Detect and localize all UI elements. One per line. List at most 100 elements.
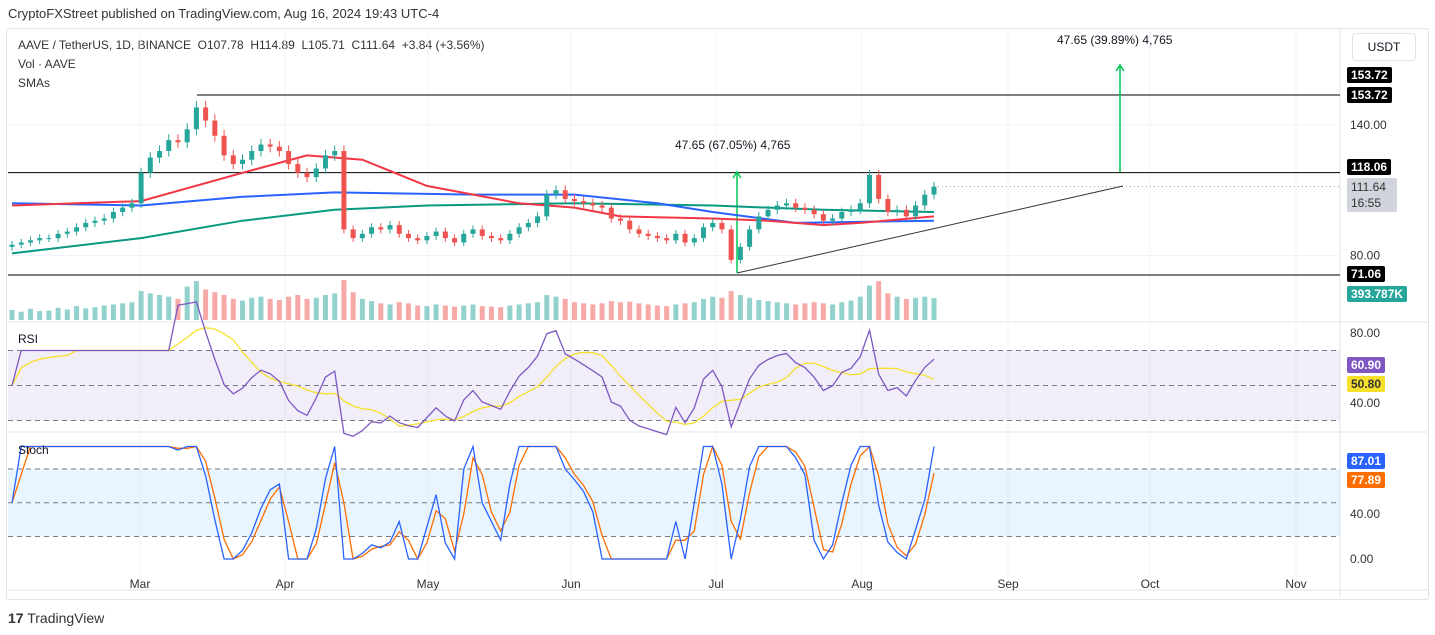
- volume-bar: [894, 296, 900, 320]
- candle: [479, 229, 485, 236]
- candle: [783, 203, 789, 206]
- currency-button[interactable]: USDT: [1352, 33, 1416, 61]
- volume-indicator-label[interactable]: Vol · AAVE: [18, 57, 76, 71]
- candle: [332, 151, 338, 156]
- volume-bar: [793, 304, 799, 320]
- volume-bar: [203, 289, 209, 320]
- brand-name: TradingView: [27, 610, 105, 626]
- arrow-head-icon: [732, 170, 742, 179]
- volume-bar: [516, 304, 522, 320]
- volume-bar: [396, 302, 402, 320]
- volume-bar: [120, 303, 126, 320]
- volume-bar: [820, 303, 826, 320]
- candle: [37, 238, 43, 241]
- volume-bar: [424, 306, 430, 320]
- volume-bar: [682, 303, 688, 320]
- volume-bar: [636, 303, 642, 320]
- volume-bar: [249, 297, 255, 320]
- volume-bar: [74, 306, 80, 320]
- volume-bar: [378, 303, 384, 320]
- last-price: 111.64: [1351, 180, 1386, 194]
- candle: [396, 225, 402, 234]
- candle: [645, 233, 651, 236]
- candle: [120, 207, 126, 213]
- candle: [654, 235, 660, 239]
- candle: [55, 233, 61, 239]
- candle: [719, 222, 725, 230]
- price-label-support: 71.06: [1347, 266, 1386, 282]
- rsi-pane-title[interactable]: RSI: [18, 332, 39, 346]
- candle: [913, 205, 919, 217]
- y-tick: 140.00: [1350, 118, 1387, 132]
- volume-bar: [461, 305, 467, 320]
- candle: [175, 140, 181, 143]
- volume-bar: [618, 302, 624, 320]
- stoch-pane-title[interactable]: Stoch: [18, 443, 49, 457]
- candle: [553, 190, 559, 195]
- volume-bar: [147, 293, 153, 320]
- candle: [83, 222, 89, 228]
- volume-bar: [783, 303, 789, 320]
- sma-indicator-label[interactable]: SMAs: [18, 76, 51, 90]
- candle: [129, 203, 135, 208]
- volume-bar: [581, 303, 587, 320]
- candle: [193, 107, 199, 130]
- volume-bar: [405, 303, 411, 320]
- volume-bar: [175, 298, 181, 320]
- candle: [525, 222, 531, 228]
- volume-bar: [913, 297, 919, 320]
- volume-bar: [27, 308, 33, 320]
- volume-bar: [765, 301, 771, 320]
- volume-bar: [322, 295, 328, 320]
- volume-bar: [433, 304, 439, 320]
- candle: [903, 209, 909, 217]
- volume-bar: [608, 301, 614, 320]
- x-tick-Mar: Mar: [130, 577, 151, 591]
- volume-bar: [92, 307, 98, 320]
- candle: [230, 155, 236, 165]
- volume-bar: [138, 291, 144, 320]
- volume-bar: [507, 305, 513, 320]
- candle: [341, 151, 347, 230]
- candle: [581, 201, 587, 204]
- volume-bar: [747, 297, 753, 320]
- candle: [322, 155, 328, 169]
- candle: [378, 227, 384, 230]
- volume-bar: [774, 302, 780, 320]
- candle: [9, 244, 15, 247]
- volume-bar: [876, 281, 882, 320]
- candle: [857, 203, 863, 210]
- candle: [470, 229, 476, 234]
- bar-countdown: 16:55: [1351, 196, 1382, 210]
- candle: [276, 146, 282, 152]
- volume-bar: [802, 303, 808, 320]
- candle: [138, 172, 144, 204]
- legend: AAVE / TetherUS, 1D, BINANCE O107.78 H11…: [18, 36, 485, 93]
- candle: [46, 238, 52, 240]
- volume-bar: [498, 307, 504, 320]
- tradingview-logo[interactable]: 17 TradingView: [8, 610, 104, 626]
- volume-bar: [110, 304, 116, 320]
- candle: [627, 220, 633, 230]
- volume-bar: [903, 298, 909, 320]
- rsi-tick: 80.00: [1350, 326, 1380, 340]
- candle: [728, 229, 734, 260]
- volume-bar: [645, 304, 651, 320]
- candle: [876, 174, 882, 199]
- rsi-tick: 40.00: [1350, 396, 1380, 410]
- candle: [221, 135, 227, 156]
- candle: [737, 246, 743, 260]
- y-tick: 80.00: [1350, 249, 1380, 263]
- candle: [92, 220, 98, 223]
- symbol-ohlc[interactable]: AAVE / TetherUS, 1D, BINANCE O107.78 H11…: [18, 38, 485, 52]
- publisher-line: CryptoFXStreet published on TradingView.…: [8, 6, 440, 21]
- candle: [369, 227, 375, 234]
- candle: [64, 231, 70, 234]
- volume-bar: [341, 280, 347, 320]
- volume-bar: [839, 302, 845, 320]
- candle: [212, 120, 218, 136]
- x-tick-May: May: [417, 577, 440, 591]
- x-tick-Sep: Sep: [997, 577, 1019, 591]
- x-tick-Jul: Jul: [708, 577, 723, 591]
